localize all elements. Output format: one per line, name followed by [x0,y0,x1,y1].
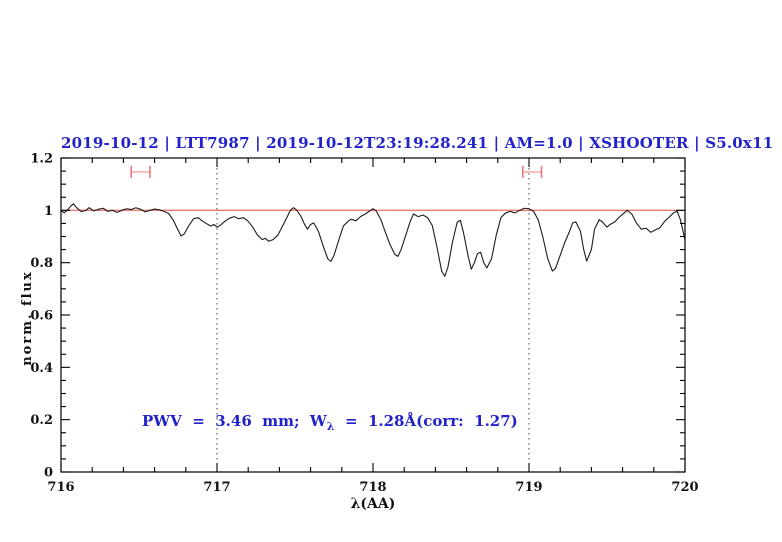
spectrum-line [60,203,686,277]
x-tick-label-716: 716 [47,480,74,495]
y-tick-label-0.6: 0.6 [30,309,53,324]
pwv-annotation-suffix: = 1.28Å(corr: 1.27) [334,412,518,430]
pwv-annotation-prefix: PWV = 3.46 mm; W [142,412,327,430]
y-tick-label-0.4: 0.4 [30,361,53,376]
y-tick-label-0: 0 [44,466,53,481]
x-tick-label-719: 719 [515,480,542,495]
x-axis-label: λ(AA) [350,496,396,512]
pwv-annotation-lambda-subscript: λ [326,420,335,433]
x-tick-label-720: 720 [671,480,698,495]
y-tick-label-1: 1 [44,204,53,219]
pwv-annotation: PWV = 3.46 mm; Wλ = 1.28Å(corr: 1.27) [142,412,518,433]
y-tick-label-0.8: 0.8 [30,256,53,271]
plot-title: 2019-10-12 | LTT7987 | 2019-10-12T23:19:… [61,134,774,152]
y-tick-label-0.2: 0.2 [30,413,53,428]
x-tick-label-718: 718 [359,480,386,495]
y-tick-label-1.2: 1.2 [30,152,53,167]
y-axis-label: norm. flux [20,270,35,366]
x-tick-label-717: 717 [203,480,230,495]
